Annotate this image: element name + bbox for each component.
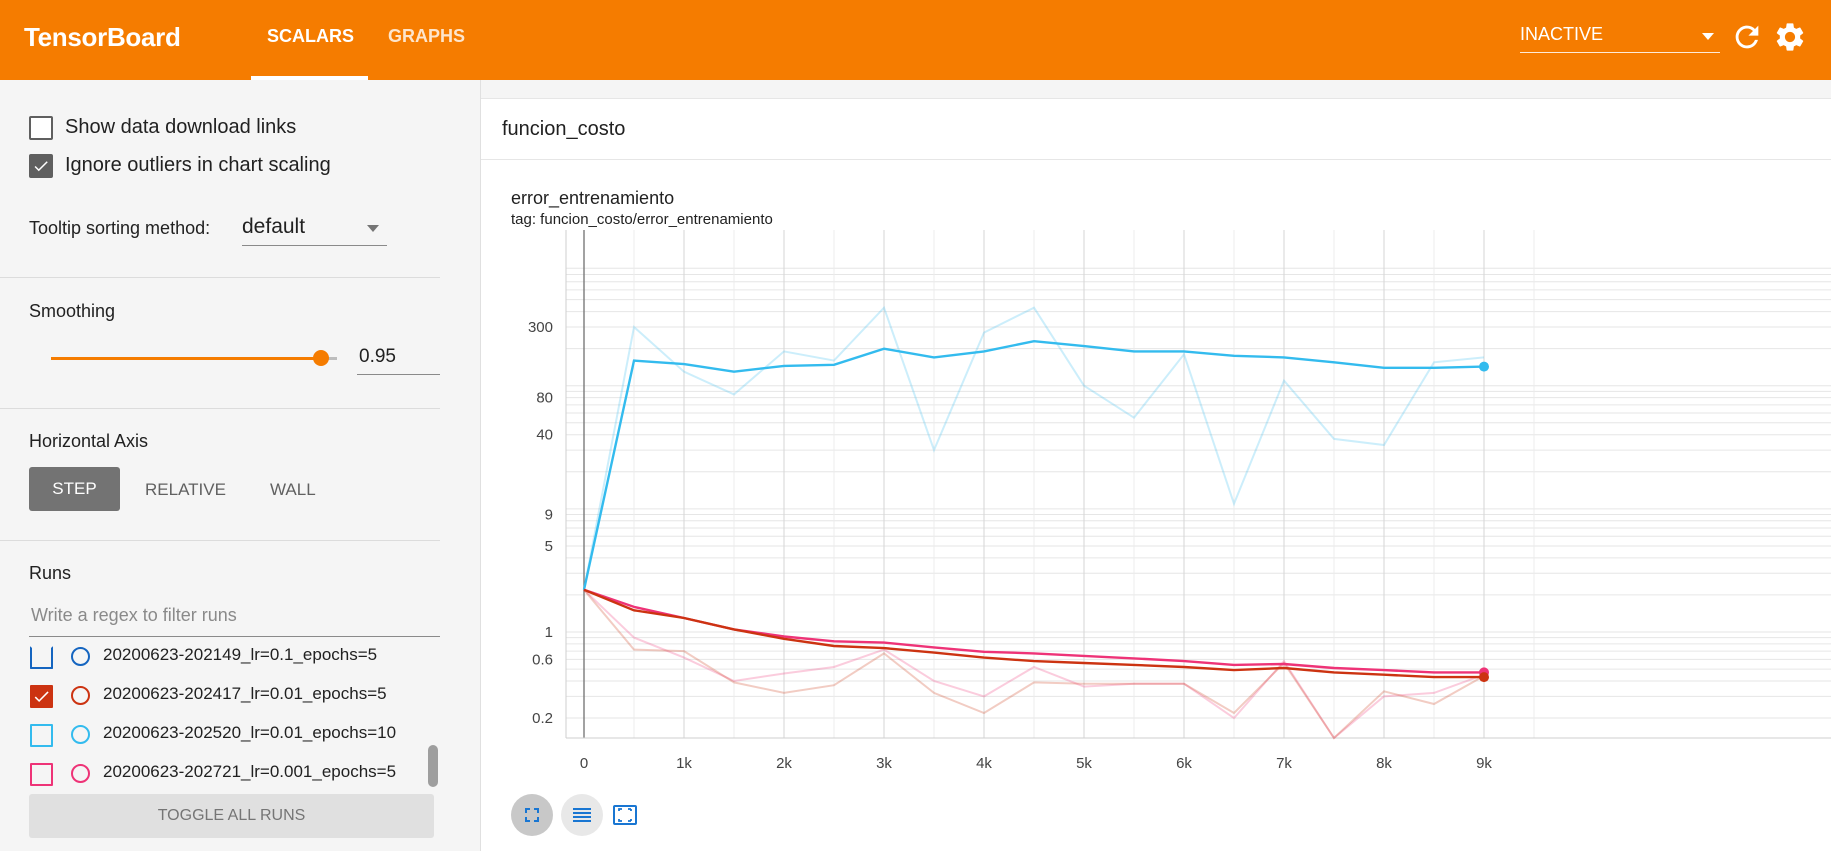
show-download-links-checkbox[interactable] xyxy=(29,116,53,140)
expand-chart-button[interactable] xyxy=(511,794,553,836)
raw-series-line xyxy=(583,589,1485,740)
reload-icon[interactable] xyxy=(1730,20,1764,54)
run-label[interactable]: 20200623-202149_lr=0.1_epochs=5 xyxy=(103,645,378,664)
toggle-all-runs-button[interactable]: TOGGLE ALL RUNS xyxy=(29,794,434,838)
x-tick-label: 7k xyxy=(1276,755,1292,772)
y-tick-label: 0.2 xyxy=(532,710,553,727)
divider xyxy=(0,277,440,278)
axis-wall-button[interactable]: WALL xyxy=(270,480,316,499)
settings-gear-icon[interactable] xyxy=(1773,20,1807,54)
tooltip-sorting-select[interactable]: default xyxy=(242,213,387,246)
raw-series-line xyxy=(583,589,1485,740)
x-tick-label: 0 xyxy=(580,755,588,772)
check-icon xyxy=(34,161,48,172)
smoothing-slider-knob[interactable] xyxy=(313,350,329,366)
fit-to-data-icon xyxy=(613,805,637,825)
lines-icon xyxy=(573,808,591,822)
smoothing-value-input[interactable]: 0.95 xyxy=(357,342,440,375)
inactive-select-value: INACTIVE xyxy=(1520,24,1604,44)
ignore-outliers-label[interactable]: Ignore outliers in chart scaling xyxy=(65,154,331,176)
x-tick-label: 5k xyxy=(1076,755,1092,772)
show-download-links-label[interactable]: Show data download links xyxy=(65,116,297,138)
top-app-bar: TensorBoard SCALARS GRAPHS INACTIVE xyxy=(0,0,1831,80)
smoothed-series-line xyxy=(582,339,1485,591)
smoothing-slider-rest[interactable] xyxy=(323,357,337,360)
smoothing-value: 0.95 xyxy=(359,346,396,367)
inactive-plugins-select[interactable]: INACTIVE xyxy=(1520,24,1720,53)
active-tab-indicator xyxy=(251,76,368,80)
check-icon xyxy=(34,691,49,703)
run-row[interactable]: 20200623-202721_lr=0.001_epochs=5 xyxy=(0,757,440,793)
divider xyxy=(0,408,440,409)
y-tick-label: 1 xyxy=(545,624,553,641)
toggle-log-scale-button[interactable] xyxy=(561,794,603,836)
chevron-down-icon xyxy=(1702,33,1714,40)
smoothed-series-line xyxy=(583,588,1484,679)
ignore-outliers-checkbox[interactable] xyxy=(29,154,53,178)
runs-title: Runs xyxy=(29,563,72,583)
run-label[interactable]: 20200623-202520_lr=0.01_epochs=10 xyxy=(103,723,397,742)
runs-filter-input[interactable] xyxy=(29,604,433,627)
y-tick-label: 80 xyxy=(536,390,553,407)
run-checkbox[interactable] xyxy=(30,724,53,747)
chevron-down-icon xyxy=(367,225,379,232)
x-tick-label: 3k xyxy=(876,755,892,772)
run-checkbox[interactable] xyxy=(30,685,53,708)
x-tick-label: 2k xyxy=(776,755,792,772)
tab-graphs[interactable]: GRAPHS xyxy=(388,26,466,46)
run-color-circle[interactable] xyxy=(71,686,90,705)
tab-scalars[interactable]: SCALARS xyxy=(267,26,355,46)
run-color-circle[interactable] xyxy=(71,725,90,744)
run-row[interactable]: 20200623-202520_lr=0.01_epochs=10 xyxy=(0,718,440,754)
app-title: TensorBoard xyxy=(24,22,181,52)
x-tick-label: 6k xyxy=(1176,755,1192,772)
divider xyxy=(0,540,440,541)
x-tick-label: 9k xyxy=(1476,755,1492,772)
tooltip-sorting-label: Tooltip sorting method: xyxy=(29,218,211,238)
main-panel: funcion_costo error_entrenamiento tag: f… xyxy=(481,80,1831,851)
smoothing-slider-track[interactable] xyxy=(51,357,323,360)
run-checkbox[interactable] xyxy=(30,646,53,669)
y-tick-label: 5 xyxy=(545,538,553,555)
run-checkbox[interactable] xyxy=(30,763,53,786)
axis-relative-button[interactable]: RELATIVE xyxy=(145,480,226,499)
run-color-circle[interactable] xyxy=(71,647,90,666)
runs-filter[interactable] xyxy=(29,600,440,637)
run-color-circle[interactable] xyxy=(71,764,90,783)
sidebar: Show data download links Ignore outliers… xyxy=(0,80,481,851)
smoothing-title: Smoothing xyxy=(29,301,116,321)
category-header[interactable]: funcion_costo xyxy=(481,98,1831,160)
y-tick-label: 9 xyxy=(545,507,553,524)
line-chart[interactable]: 0.2 0.6 1 5 9 40 80 300 0 1k 2k 3k 4k 5k 6k 7k 8k 9k xyxy=(481,230,1831,790)
y-tick-label: 0.6 xyxy=(532,651,553,668)
series-end-point xyxy=(1479,361,1489,372)
category-title: funcion_costo xyxy=(502,118,626,140)
run-label[interactable]: 20200623-202417_lr=0.01_epochs=5 xyxy=(103,684,387,703)
fullscreen-icon xyxy=(525,808,539,822)
chart-title: error_entrenamiento xyxy=(511,188,675,208)
series-end-point xyxy=(1479,672,1489,683)
run-row[interactable]: 20200623-202149_lr=0.1_epochs=5 xyxy=(0,640,440,676)
runs-scrollbar[interactable] xyxy=(428,745,438,787)
chart-tag: tag: funcion_costo/error_entrenamiento xyxy=(511,211,773,228)
tooltip-sorting-value: default xyxy=(242,215,306,238)
raw-series-line xyxy=(583,305,1485,590)
y-tick-label: 40 xyxy=(536,427,553,444)
x-tick-label: 8k xyxy=(1376,755,1392,772)
x-tick-label: 1k xyxy=(676,755,692,772)
horizontal-axis-title: Horizontal Axis xyxy=(29,431,149,451)
run-row[interactable]: 20200623-202417_lr=0.01_epochs=5 xyxy=(0,679,440,715)
axis-step-button[interactable]: STEP xyxy=(29,467,120,511)
chart-card xyxy=(481,160,1831,851)
x-tick-label: 4k xyxy=(976,755,992,772)
fit-domain-button[interactable] xyxy=(603,794,645,836)
run-label[interactable]: 20200623-202721_lr=0.001_epochs=5 xyxy=(103,762,397,781)
y-tick-label: 300 xyxy=(528,319,553,336)
